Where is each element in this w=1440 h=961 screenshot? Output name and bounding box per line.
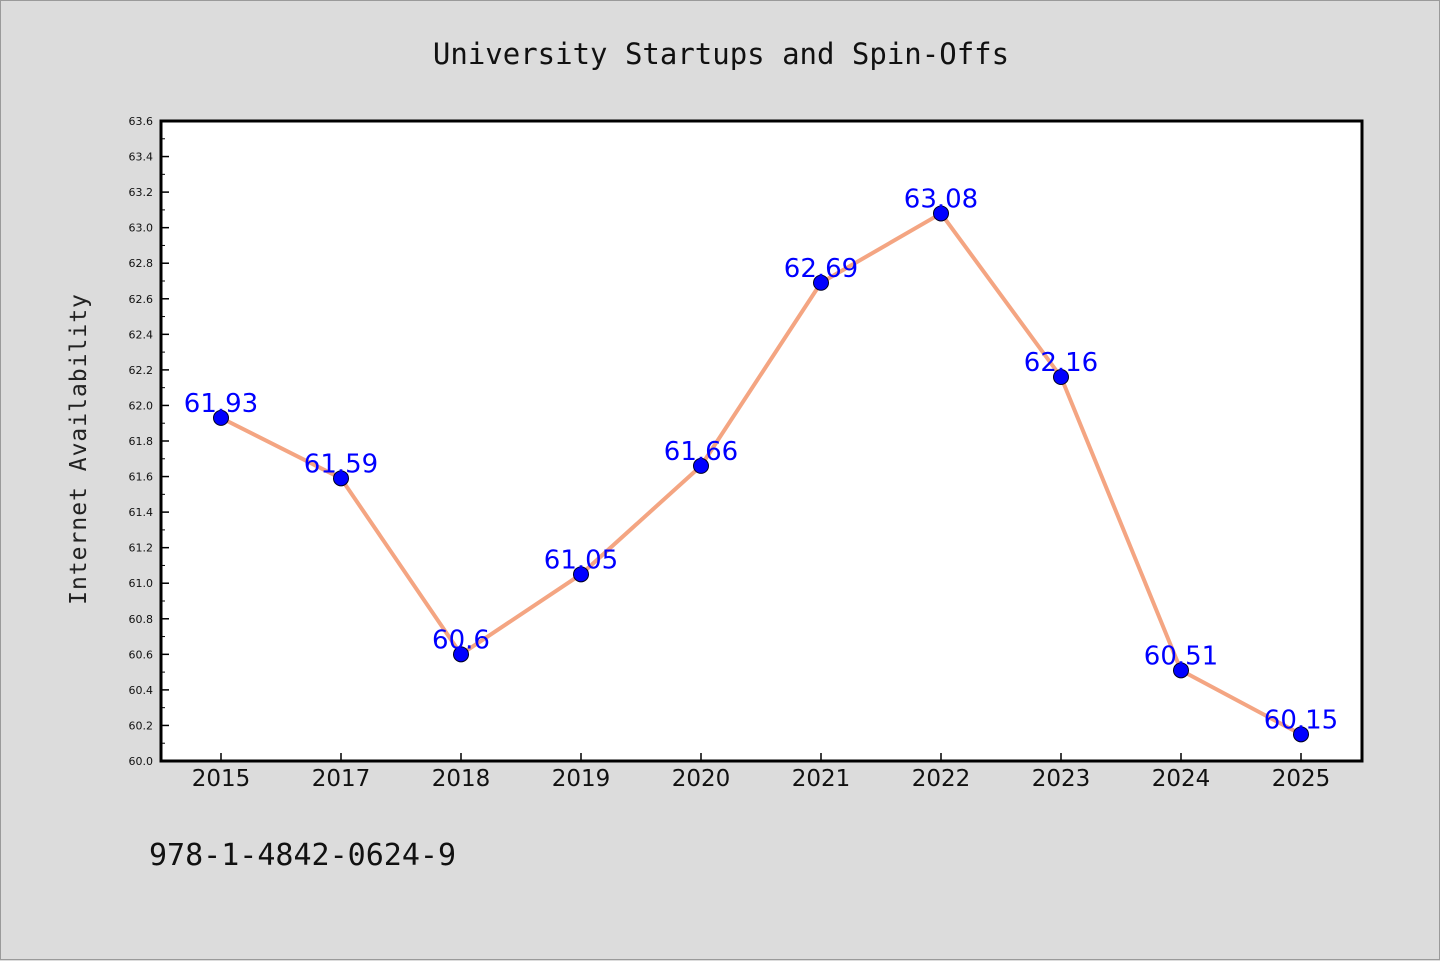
data-label: 61.05	[544, 545, 618, 575]
data-label: 61.66	[664, 437, 738, 467]
data-point	[573, 566, 589, 583]
y-tick-label: 62.2	[129, 364, 154, 377]
y-tick-label: 60.2	[129, 719, 154, 732]
y-tick-label: 62.4	[129, 328, 154, 341]
x-tick-label: 2025	[1272, 766, 1331, 792]
data-point	[933, 205, 949, 222]
y-tick-label: 63.0	[129, 222, 154, 235]
x-tick-label: 2020	[672, 766, 731, 792]
y-tick-label: 62.6	[129, 293, 154, 306]
data-point	[693, 457, 709, 474]
x-tick-label: 2015	[192, 766, 251, 792]
data-point	[453, 646, 469, 663]
y-tick-label: 61.6	[129, 471, 154, 484]
data-label: 60.51	[1144, 641, 1218, 671]
y-tick-label: 61.4	[129, 506, 154, 519]
y-tick-label: 60.6	[129, 648, 154, 661]
data-label: 61.59	[304, 449, 378, 479]
x-tick-label: 2023	[1032, 766, 1091, 792]
data-label: 62.69	[784, 254, 858, 284]
chart-title: University Startups and Spin-Offs	[433, 37, 1009, 71]
data-point	[213, 409, 229, 426]
y-tick-label: 61.8	[129, 435, 154, 448]
plot-area	[159, 119, 1364, 763]
y-tick-label: 60.8	[129, 613, 154, 626]
y-tick-label: 60.4	[129, 684, 154, 697]
data-point	[813, 274, 829, 291]
data-label: 62.16	[1024, 348, 1098, 378]
x-tick-label: 2022	[912, 766, 971, 792]
x-tick-label: 2024	[1152, 766, 1211, 792]
data-label: 60.6	[432, 625, 490, 655]
y-tick-label: 61.2	[129, 542, 154, 555]
data-label: 60.15	[1264, 705, 1338, 735]
x-tick-label: 2021	[792, 766, 851, 792]
data-label: 61.93	[184, 389, 258, 419]
x-tick-label: 2019	[552, 766, 611, 792]
isbn-text: 978-1-4842-0624-9	[149, 838, 456, 873]
data-label: 63.08	[904, 184, 978, 214]
data-point	[333, 470, 349, 487]
data-point	[1053, 369, 1069, 385]
y-tick-label: 61.0	[129, 577, 154, 590]
y-tick-label: 62.8	[129, 257, 154, 270]
axis-ticks: 60.0 60.2 60.4 60.6 60.8 61.0 61.2 61.4 61.6 61.8…	[129, 115, 1331, 792]
y-tick-label: 60.0	[129, 755, 154, 768]
x-tick-label: 2018	[432, 766, 491, 792]
x-tick-label: 2017	[312, 766, 371, 792]
data-point	[1173, 662, 1189, 679]
data-point	[1293, 726, 1309, 743]
y-tick-label: 62.0	[129, 399, 154, 412]
y-tick-label: 63.2	[129, 186, 154, 199]
y-tick-label: 63.4	[129, 151, 154, 164]
y-axis-label: Internet Availability	[66, 293, 92, 605]
y-tick-label: 63.6	[129, 115, 154, 128]
series-layer	[213, 205, 1309, 743]
series-line	[220, 211, 1302, 737]
data-labels: 61.93 61.59 60.6 61.05 61.66 62.69 63.08 62.16 6…	[184, 184, 1338, 735]
